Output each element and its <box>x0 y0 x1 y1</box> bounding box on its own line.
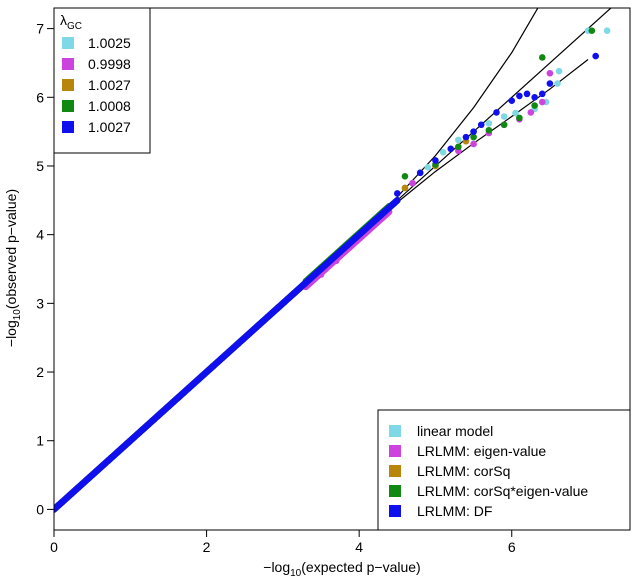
data-point <box>455 136 462 144</box>
lambda-legend-swatch <box>62 58 74 70</box>
model-legend-label: LRLMM: DF <box>417 503 492 519</box>
data-point <box>516 114 523 122</box>
lambda-legend-entries: 1.0025 0.9998 1.0027 1.0008 1.0027 <box>62 35 131 135</box>
data-point <box>592 52 599 60</box>
data-point <box>477 121 485 129</box>
data-point <box>500 113 508 120</box>
data-point <box>508 97 516 105</box>
data-point <box>546 69 554 77</box>
y-tick-label: 6 <box>36 89 44 105</box>
data-point <box>485 126 493 134</box>
data-point <box>538 98 546 106</box>
data-point <box>401 172 409 180</box>
x-tick-label: 0 <box>50 539 58 555</box>
model-legend-swatch <box>389 505 401 517</box>
y-tick-label: 4 <box>36 227 44 243</box>
data-point <box>527 109 535 116</box>
data-point <box>462 133 470 141</box>
y-tick-label: 3 <box>36 295 44 311</box>
data-point <box>401 184 409 192</box>
y-axis: 0 1 2 3 4 5 6 7 <box>36 21 54 517</box>
data-point <box>555 67 563 75</box>
x-tick-label: 4 <box>355 539 363 555</box>
data-point <box>538 54 546 61</box>
model-legend: linear model LRLMM: eigen-value LRLMM: cor… <box>377 409 631 531</box>
lambda-legend-label: 1.0008 <box>88 98 131 114</box>
model-legend-label: linear model <box>417 423 493 439</box>
y-tick-label: 7 <box>36 21 44 37</box>
model-legend-swatch <box>389 445 401 457</box>
lambda-legend-title: λGC <box>60 12 82 32</box>
model-legend-swatch <box>389 425 401 437</box>
model-legend-label: LRLMM: eigen-value <box>417 443 546 459</box>
data-point <box>432 157 439 164</box>
data-point <box>500 121 508 129</box>
model-legend-box <box>377 409 631 531</box>
plot-frame <box>53 7 631 531</box>
data-point <box>603 27 611 34</box>
data-point <box>470 128 477 135</box>
data-point <box>394 190 401 197</box>
data-point <box>470 133 477 141</box>
y-tick-label: 2 <box>36 364 44 380</box>
lambda-legend-swatch <box>62 37 74 49</box>
data-point <box>554 80 561 87</box>
x-axis: 0 2 4 6 <box>50 530 516 555</box>
data-point <box>416 169 424 177</box>
lambda-legend-swatch <box>62 121 74 133</box>
points-layer <box>54 27 611 513</box>
x-tick-label: 6 <box>508 539 516 555</box>
data-point <box>447 145 455 153</box>
lambda-legend-label: 1.0025 <box>88 35 131 51</box>
data-point <box>455 143 462 151</box>
model-legend-label: LRLMM: corSq <box>417 463 510 479</box>
data-point <box>512 109 519 117</box>
y-tick-label: 5 <box>36 158 44 174</box>
y-axis-title: −log10(observed p−value) <box>3 189 23 347</box>
data-point <box>531 102 538 109</box>
lambda-legend-swatch <box>62 100 74 112</box>
plot-area <box>54 8 612 513</box>
model-legend-entries: linear model LRLMM: eigen-value LRLMM: cor… <box>389 423 588 519</box>
model-legend-swatch <box>389 465 401 477</box>
data-point <box>409 179 416 187</box>
lambda-legend-label: 1.0027 <box>88 119 131 135</box>
series-4 <box>54 52 599 513</box>
y-tick-label: 1 <box>36 433 44 449</box>
lambda-legend: λGC 1.0025 0.9998 1.0027 1.0008 1.0027 <box>53 7 151 154</box>
data-point <box>516 92 523 100</box>
data-point <box>531 93 538 101</box>
data-point <box>439 148 447 156</box>
data-point <box>394 197 401 204</box>
x-tick-label: 2 <box>203 539 211 555</box>
data-point <box>588 27 596 34</box>
data-point <box>470 140 477 148</box>
y-tick-label: 0 <box>36 501 44 517</box>
data-point <box>523 90 531 98</box>
model-legend-label: LRLMM: corSq*eigen-value <box>417 483 588 499</box>
data-point <box>493 109 500 116</box>
data-point <box>546 80 554 87</box>
lambda-legend-swatch <box>62 79 74 91</box>
x-axis-title: −log10(expected p−value) <box>263 559 420 578</box>
lambda-legend-label: 0.9998 <box>88 56 131 72</box>
data-point <box>424 164 432 171</box>
model-legend-swatch <box>389 485 401 497</box>
lambda-legend-label: 1.0027 <box>88 77 131 93</box>
data-point <box>485 120 493 127</box>
data-point <box>538 90 546 98</box>
